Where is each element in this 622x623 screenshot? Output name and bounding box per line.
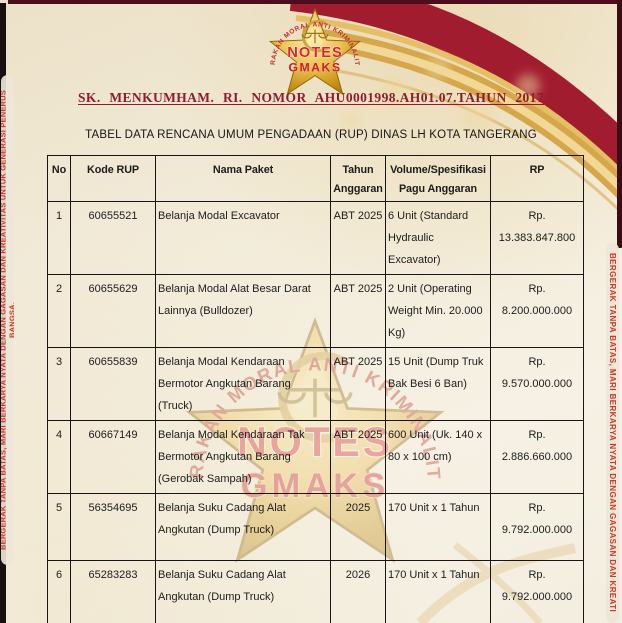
cell-volume: 15 Unit (Dump Truk Bak Besi 6 Ban) — [385, 347, 491, 421]
cell-nama-paket: Belanja Suku Cadang Alat Angkutan (Dump … — [155, 493, 331, 561]
cell-kode-rup: 60667149 — [70, 420, 156, 494]
col-header-tahun-anggaran: Tahun Anggaran — [330, 155, 386, 202]
cell-no: 5 — [47, 493, 71, 561]
top-edge-band — [8, 0, 622, 4]
left-slogan-ribbon: BERGERAK TANPA BATAS, MARI BERKARYA NYAT… — [1, 75, 14, 565]
col-header-kode-rup: Kode RUP — [70, 155, 156, 202]
cell-kode-rup: 60655629 — [70, 274, 156, 348]
col-header-volume-spesifikasi: Volume/Spesifikasi Pagu Anggaran — [385, 155, 491, 202]
table-row: 2 60655629 Belanja Modal Alat Besar Dara… — [47, 274, 584, 348]
cell-kode-rup: 65283283 — [70, 560, 156, 623]
right-slogan-text: BERGERAK TANPA BATAS, MARI BERKARYA NYAT… — [608, 253, 617, 613]
table-row: 6 65283283 Belanja Suku Cadang Alat Angk… — [47, 560, 584, 623]
bokeh-highlights — [342, 57, 540, 133]
cell-kode-rup: 60655521 — [70, 201, 156, 275]
table-row: 4 60667149 Belanja Modal Kendaraan Tak B… — [47, 420, 584, 494]
cell-volume: 600 Unit (Uk. 140 x 80 x 100 cm) — [385, 420, 491, 494]
cell-nama-paket: Belanja Modal Kendaraan Tak Bermotor Ang… — [155, 420, 331, 494]
col-header-no: No — [47, 155, 71, 202]
cell-kode-rup: 56354695 — [70, 493, 156, 561]
cell-volume: 170 Unit x 1 Tahun — [385, 493, 491, 561]
cell-nama-paket: Belanja Modal Kendaraan Bermotor Angkuta… — [155, 347, 331, 421]
table-row: 3 60655839 Belanja Modal Kendaraan Bermo… — [47, 347, 584, 421]
right-edge-band — [617, 0, 622, 248]
cell-tahun: ABT 2025 — [330, 420, 386, 494]
cell-no: 6 — [47, 560, 71, 623]
cell-nama-paket: Belanja Modal Excavator — [155, 201, 331, 275]
cell-kode-rup: 60655839 — [70, 347, 156, 421]
cell-no: 3 — [47, 347, 71, 421]
cell-volume: 170 Unit x 1 Tahun — [385, 560, 491, 623]
cell-rp: Rp. 9.792.000.000 — [490, 560, 584, 623]
cell-tahun: ABT 2025 — [330, 347, 386, 421]
table-row: 1 60655521 Belanja Modal Excavator ABT 2… — [47, 201, 584, 275]
cell-tahun: 2026 — [330, 560, 386, 623]
cell-no: 4 — [47, 420, 71, 494]
cell-rp: Rp. 9.570.000.000 — [490, 347, 584, 421]
cell-volume: 2 Unit (Operating Weight Min. 20.000 Kg) — [385, 274, 491, 348]
sk-heading: SK. MENKUMHAM. RI. NOMOR AHU0001998.AH01… — [78, 90, 544, 105]
col-header-rp: RP — [490, 155, 584, 202]
cell-tahun: ABT 2025 — [330, 201, 386, 275]
cell-rp: Rp. 13.383.847.800 — [490, 201, 584, 275]
cell-volume: 6 Unit (Standard Hydraulic Excavator) — [385, 201, 491, 275]
rup-table: No Kode RUP Nama Paket Tahun Anggaran Vo… — [47, 155, 584, 623]
table-row: 5 56354695 Belanja Suku Cadang Alat Angk… — [47, 493, 584, 561]
right-slogan-ribbon: BERGERAK TANPA BATAS, MARI BERKARYA NYAT… — [606, 243, 619, 623]
cell-rp: Rp. 2.886.660.000 — [490, 420, 584, 494]
cell-nama-paket: Belanja Modal Alat Besar Darat Lainnya (… — [155, 274, 331, 348]
cell-nama-paket: Belanja Suku Cadang Alat Angkutan (Dump … — [155, 560, 331, 623]
cell-rp: Rp. 9.792.000.000 — [490, 493, 584, 561]
gmaks-logo — [256, 5, 374, 103]
cell-tahun: 2025 — [330, 493, 386, 561]
cell-no: 2 — [47, 274, 71, 348]
page-title: TABEL DATA RENCANA UMUM PENGADAAN (RUP) … — [85, 129, 537, 141]
table-header-row: No Kode RUP Nama Paket Tahun Anggaran Vo… — [47, 155, 584, 202]
cell-no: 1 — [47, 201, 71, 275]
col-header-nama-paket: Nama Paket — [155, 155, 331, 202]
cell-rp: Rp. 8.200.000.000 — [490, 274, 584, 348]
left-slogan-text: BERGERAK TANPA BATAS, MARI BERKARYA NYAT… — [1, 90, 14, 550]
cell-tahun: ABT 2025 — [330, 274, 386, 348]
